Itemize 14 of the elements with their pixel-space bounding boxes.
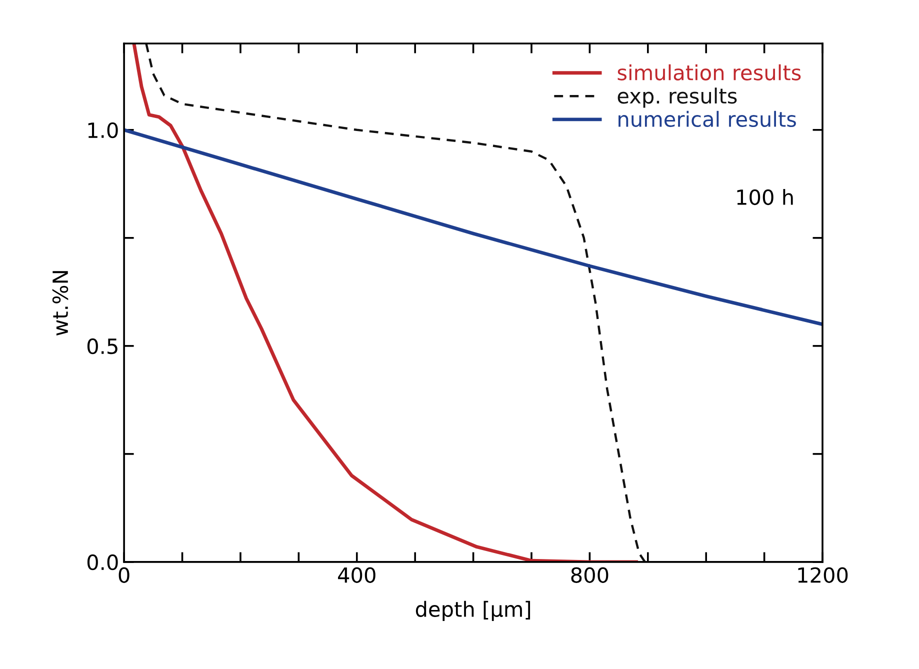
x-tick-label: 400 [338, 567, 376, 583]
x-tick-label: 0 [118, 567, 130, 583]
y-tick-label: 0.0 [87, 554, 118, 570]
annotation: 100 h [737, 188, 793, 206]
y-axis-title: wt.%N [52, 271, 68, 336]
x-axis-title: depth [µm] [416, 600, 530, 622]
x-tick-label: 800 [571, 567, 608, 583]
y-tick-label: 0.5 [87, 338, 118, 354]
legend-label: numerical results [618, 110, 796, 128]
line-series [124, 128, 823, 326]
legend-label: exp. results [618, 88, 737, 108]
legend-label: simulation results [618, 64, 801, 80]
x-tick-label: 1200 [798, 567, 848, 583]
y-tick-label: 1.0 [88, 122, 118, 138]
